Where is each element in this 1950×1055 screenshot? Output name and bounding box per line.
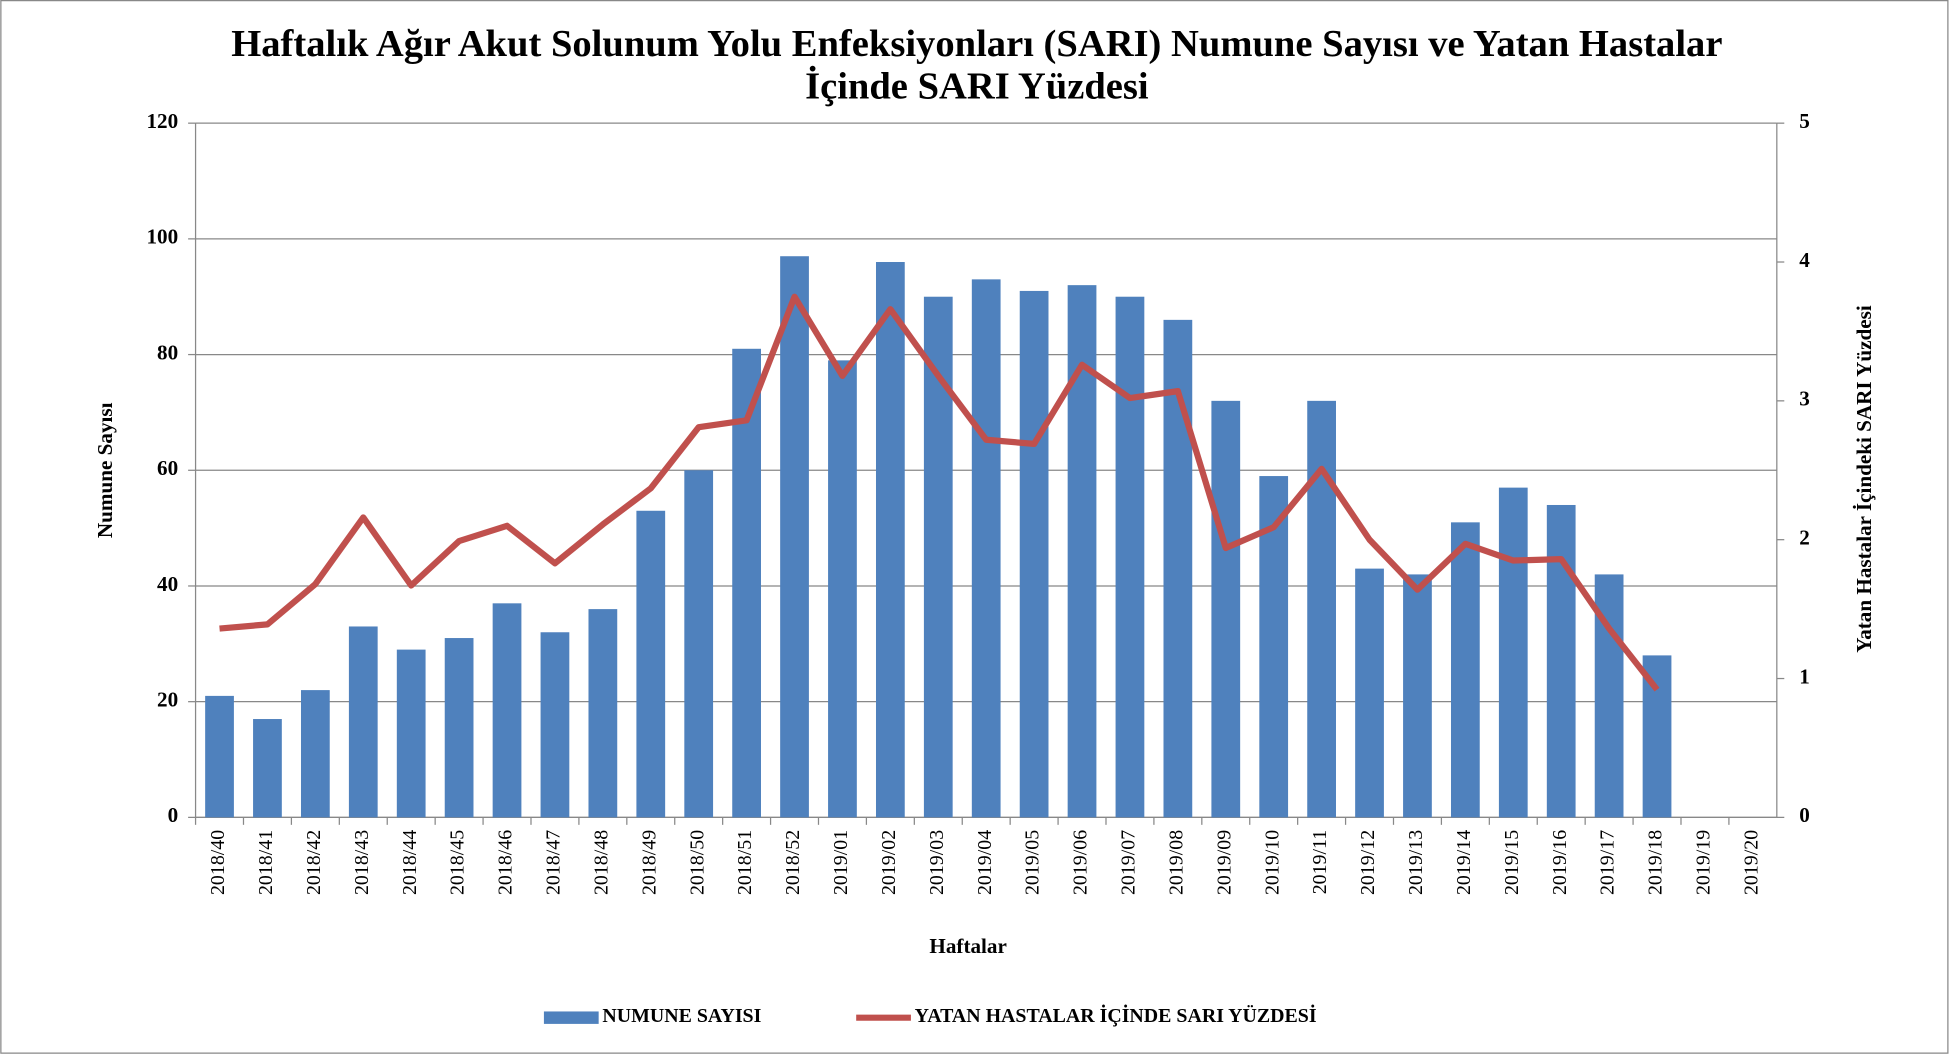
x-tick-label: 2019/11 [1309,830,1331,894]
x-tick-label: 2019/13 [1405,830,1427,895]
x-tick-label: 2019/14 [1453,830,1475,895]
x-tick-label: 2018/49 [638,830,660,895]
bar [492,603,522,818]
line [219,293,1660,692]
x-tick-label: 2018/52 [782,830,804,895]
legend-swatch [543,1011,599,1024]
x-tick-label: 2019/12 [1357,830,1379,895]
x-tick-label: 2018/45 [447,830,469,895]
legend-label: YATAN HASTALAR İÇİNDE SARI YÜZDESİ [915,1003,1317,1027]
x-tick-label: 2018/42 [303,830,325,895]
bar [1403,574,1432,818]
x-tick-label: 2018/41 [255,830,277,895]
x-tick-label: 2018/44 [399,830,421,895]
bar [1546,504,1576,818]
bar [875,262,905,818]
bar [828,360,857,818]
y-axis-label: Numune Sayısı [93,402,117,538]
x-tick-label: 2018/50 [686,830,708,895]
x-tick-label: 2018/48 [590,830,612,895]
bar [540,632,570,818]
y-tick-label: 100 [146,225,178,249]
bar [348,626,378,818]
x-tick-label: 2018/40 [207,830,229,895]
x-tick-label: 2019/19 [1693,830,1715,895]
bar [971,279,1001,818]
x-tick-label: 2018/46 [495,830,517,895]
y-tick-label: 80 [157,340,178,364]
title-box: Haftalık Ağır Akut Solunum Yolu Enfeksiy… [231,22,1723,107]
legend-label: NUMUNE SAYISI [602,1005,761,1027]
y2-tick-label: 3 [1799,387,1810,411]
x-tick-label: 2019/20 [1740,830,1762,895]
y2-tick-label: 2 [1799,526,1810,550]
bar [780,256,809,818]
bar [300,690,330,818]
y2-tick-label: 5 [1799,109,1810,133]
bar [1307,400,1336,818]
x-tick-label: 2019/15 [1501,830,1523,895]
bar [1498,487,1528,818]
x-axis-label: Haftalar [929,934,1006,958]
bar [1115,296,1145,818]
bar [444,638,474,818]
x-tick-label: 2018/51 [734,830,756,895]
x-tick-label: 2019/08 [1165,830,1187,895]
bar [732,348,761,818]
x-tick-label: 2019/01 [830,830,852,895]
x-tick-label: 2019/07 [1118,830,1140,895]
bar [1355,568,1384,818]
x-tick-label: 2019/03 [926,830,948,895]
y-tick-label: 20 [157,688,178,712]
x-tick-label: 2019/04 [974,830,996,895]
bar [684,470,714,818]
bar [253,719,282,818]
x-tick-label: 2019/17 [1597,830,1619,895]
bar [636,510,666,818]
y-tick-label: 0 [168,803,179,827]
bar [588,609,618,818]
x-tick-label: 2018/43 [351,830,373,895]
bar [205,695,234,818]
chart-title: Haftalık Ağır Akut Solunum Yolu Enfeksiy… [231,22,1723,107]
bar [396,649,426,818]
y-tick-label: 60 [157,456,178,480]
x-tick-label: 2019/06 [1070,830,1092,895]
y-tick-label: 40 [157,572,178,596]
y2-tick-label: 0 [1799,803,1810,827]
y2-tick-label: 1 [1799,664,1810,688]
x-tick-label: 2019/16 [1549,830,1571,895]
x-tick-label: 2018/47 [543,830,565,895]
x-tick-label: 2019/18 [1645,830,1667,895]
bar [1163,319,1193,818]
x-tick-label: 2019/05 [1022,830,1044,895]
x-tick-label: 2019/10 [1261,830,1283,895]
y2-axis-label: Yatan Hastalar İçindeki SARI Yüzdesi [1852,305,1876,653]
y-tick-label: 120 [146,109,178,133]
x-tick-label: 2019/09 [1213,830,1235,895]
bar [1019,290,1049,818]
y2-tick-label: 4 [1799,248,1810,272]
bar [1450,522,1480,818]
bar [1211,400,1241,818]
x-tick-label: 2019/02 [878,830,900,895]
